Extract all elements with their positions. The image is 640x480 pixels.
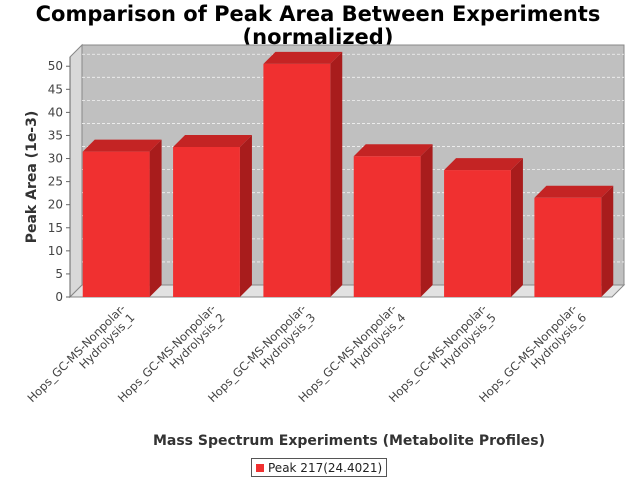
bar-front [82,151,150,297]
bar [444,158,523,297]
y-tick-label: 5 [55,267,63,281]
y-tick-label: 25 [48,175,63,189]
x-tick-label-line: Hops_GC-MS-Nonpolar- [24,301,128,405]
y-tick-label: 10 [48,244,63,258]
y-axis-label: Peak Area (1e-3) [24,111,40,244]
bar-front [534,197,602,297]
bar-side [601,185,614,297]
bar-front [353,156,421,297]
bar [82,139,162,297]
y-tick-label: 40 [48,105,63,119]
bar-top [173,135,252,147]
bar-top [444,158,523,171]
legend-swatch [256,463,264,472]
y-tick-label: 15 [48,221,63,235]
bar [173,135,252,297]
x-axis-label: Mass Spectrum Experiments (Metabolite Pr… [153,433,545,449]
back-wall [81,44,625,286]
y-tick-label: 35 [48,128,63,142]
bar [263,51,343,297]
left-wall [69,43,83,299]
bars-group [82,51,614,297]
y-tick-label: 50 [48,59,63,73]
bar-side [149,139,162,297]
legend: Peak 217(24.4021) [251,458,388,477]
bar-top [263,51,343,64]
bar-top [534,185,614,198]
bar-side [330,51,343,297]
bar [534,185,614,297]
plot-area [68,43,626,299]
y-tick-label: 20 [48,198,63,212]
bar-top [353,144,433,157]
x-axis: Hops_GC-MS-Nonpolar-Hydrolysis_1Hops_GC-… [24,301,589,405]
bar-front [263,63,331,297]
bar [353,144,433,297]
bar-side [420,144,433,297]
y-tick-label: 0 [55,290,63,304]
bar-top [82,139,162,152]
y-tick-label: 45 [48,82,63,96]
chart-title: Comparison of Peak Area Between Experime… [36,2,601,26]
y-axis: 0 5 10 15 20 25 30 35 40 45 50 [48,57,71,304]
bar-front [444,170,511,297]
bar-side [510,158,523,297]
y-tick-label: 30 [48,152,63,166]
legend-label: Peak 217(24.4021) [268,460,383,475]
bar-side [239,135,252,297]
bar-front [173,147,240,297]
